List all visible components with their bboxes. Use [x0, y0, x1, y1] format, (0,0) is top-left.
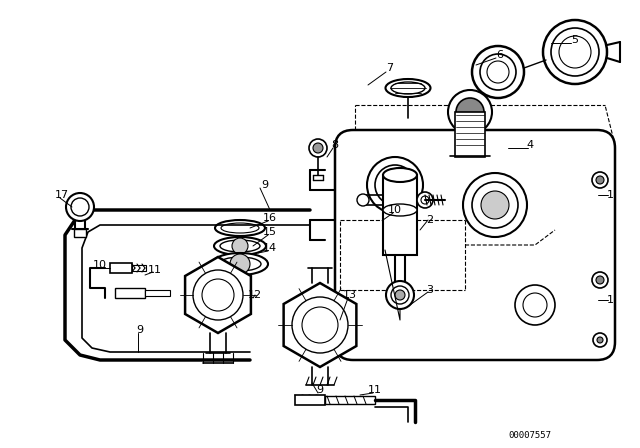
- Circle shape: [472, 46, 524, 98]
- Text: 10: 10: [388, 205, 402, 215]
- Text: 1: 1: [607, 190, 614, 200]
- Text: 13: 13: [343, 290, 357, 300]
- Text: 16: 16: [263, 213, 277, 223]
- Ellipse shape: [215, 220, 265, 236]
- Polygon shape: [185, 257, 251, 333]
- Ellipse shape: [212, 253, 268, 275]
- Ellipse shape: [383, 168, 417, 182]
- Circle shape: [386, 281, 414, 309]
- Circle shape: [456, 98, 484, 126]
- Text: 7: 7: [387, 63, 394, 73]
- Text: 14: 14: [263, 243, 277, 253]
- Text: 6: 6: [497, 50, 504, 60]
- Circle shape: [313, 143, 323, 153]
- Text: 17: 17: [55, 190, 69, 200]
- Circle shape: [472, 182, 518, 228]
- Circle shape: [481, 191, 509, 219]
- Bar: [383, 175, 417, 255]
- Text: 11: 11: [368, 385, 382, 395]
- Circle shape: [367, 157, 423, 213]
- Text: 11: 11: [148, 265, 162, 275]
- Circle shape: [463, 173, 527, 237]
- Ellipse shape: [383, 204, 417, 216]
- Bar: [295, 395, 325, 405]
- Bar: [132, 265, 146, 271]
- Circle shape: [593, 333, 607, 347]
- Bar: [145, 290, 170, 296]
- Text: 15: 15: [263, 227, 277, 237]
- Circle shape: [596, 276, 604, 284]
- Circle shape: [596, 176, 604, 184]
- Bar: [110, 263, 132, 273]
- Circle shape: [421, 196, 429, 204]
- Circle shape: [292, 297, 348, 353]
- Ellipse shape: [391, 82, 425, 94]
- Circle shape: [592, 272, 608, 288]
- Circle shape: [417, 192, 433, 208]
- Text: 8: 8: [332, 140, 339, 150]
- Text: 3: 3: [426, 285, 433, 295]
- Circle shape: [193, 270, 243, 320]
- Bar: [115, 288, 145, 298]
- Circle shape: [230, 254, 250, 274]
- Circle shape: [302, 307, 338, 343]
- Ellipse shape: [221, 223, 259, 233]
- Bar: [455, 112, 485, 157]
- Circle shape: [375, 165, 415, 205]
- Text: 10: 10: [93, 260, 107, 270]
- Polygon shape: [284, 283, 356, 367]
- Text: 1: 1: [607, 295, 614, 305]
- Circle shape: [66, 193, 94, 221]
- Ellipse shape: [214, 237, 266, 255]
- Circle shape: [559, 36, 591, 68]
- Circle shape: [71, 198, 89, 216]
- FancyBboxPatch shape: [335, 130, 615, 360]
- Circle shape: [543, 20, 607, 84]
- Bar: [74, 229, 86, 237]
- Circle shape: [551, 28, 599, 76]
- Circle shape: [448, 90, 492, 134]
- Text: 5: 5: [572, 35, 579, 45]
- Ellipse shape: [219, 257, 261, 271]
- Text: 12: 12: [248, 290, 262, 300]
- Circle shape: [395, 290, 405, 300]
- Ellipse shape: [220, 240, 260, 252]
- Circle shape: [309, 139, 327, 157]
- Text: 9: 9: [261, 180, 269, 190]
- Text: 9: 9: [316, 385, 324, 395]
- Text: 2: 2: [426, 215, 433, 225]
- Ellipse shape: [385, 79, 431, 97]
- Circle shape: [592, 172, 608, 188]
- Text: 00007557: 00007557: [509, 431, 552, 439]
- Circle shape: [515, 285, 555, 325]
- Circle shape: [480, 54, 516, 90]
- Circle shape: [597, 337, 603, 343]
- Circle shape: [232, 238, 248, 254]
- Circle shape: [357, 194, 369, 206]
- Circle shape: [383, 173, 407, 197]
- Bar: [325, 396, 375, 404]
- Text: 9: 9: [136, 325, 143, 335]
- Circle shape: [202, 279, 234, 311]
- Text: 4: 4: [527, 140, 534, 150]
- Circle shape: [391, 286, 409, 304]
- Circle shape: [487, 61, 509, 83]
- Circle shape: [523, 293, 547, 317]
